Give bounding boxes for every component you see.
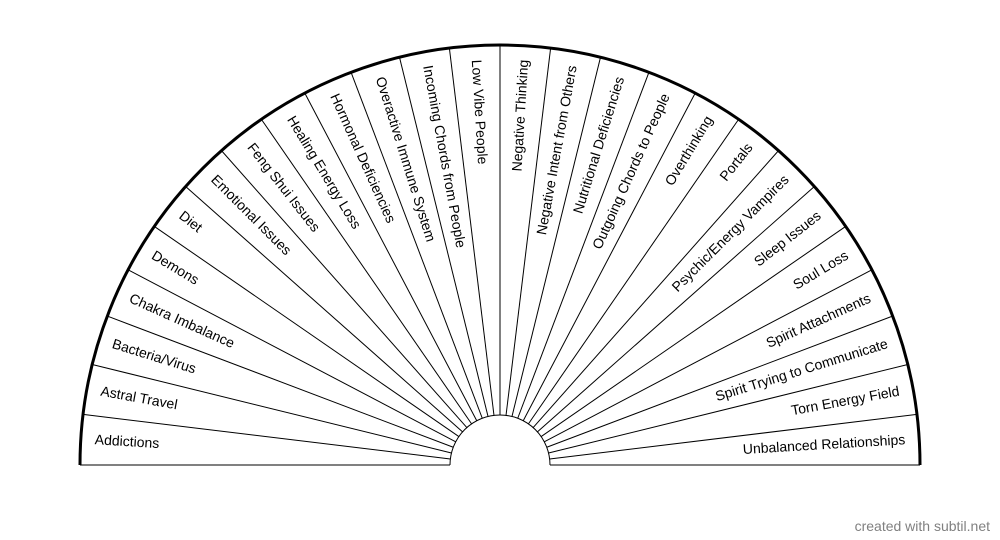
fan-chart-container: Addictions Astral Travel Bacteria/VirusCha… <box>0 0 1000 540</box>
fan-segment-label: Astral Travel <box>99 383 178 413</box>
fan-divider <box>537 186 814 431</box>
fan-segment-label: Demons <box>149 247 202 288</box>
fan-inner-arc <box>450 415 550 465</box>
fan-segment-label: Low Vibe People <box>469 59 491 165</box>
fan-segment-label: Bacteria/Virus <box>110 335 198 376</box>
fan-chart: Addictions Astral Travel Bacteria/VirusCha… <box>0 0 1000 540</box>
fan-segment-label: Overthinking <box>661 113 715 189</box>
fan-segment-label: Torn Energy Field <box>790 383 901 419</box>
fan-segment-label: Negative Thinking <box>508 59 531 172</box>
fan-segment-label: Chakra Imbalance <box>127 290 237 351</box>
fan-divider <box>107 316 453 447</box>
credit-text: created with subtil.net <box>855 518 990 534</box>
fan-segment-label: Unbalanced Relationships <box>742 431 905 457</box>
fan-divider <box>547 316 893 447</box>
fan-segment-label: Spirit Attachments <box>764 290 873 351</box>
fan-segment-label: Portals <box>716 140 755 184</box>
fan-segment-label: Diet <box>176 207 206 235</box>
fan-segment-label: Addictions <box>94 431 159 451</box>
fan-segment-label: Sleep Issues <box>751 207 824 269</box>
fan-divider <box>518 72 649 418</box>
